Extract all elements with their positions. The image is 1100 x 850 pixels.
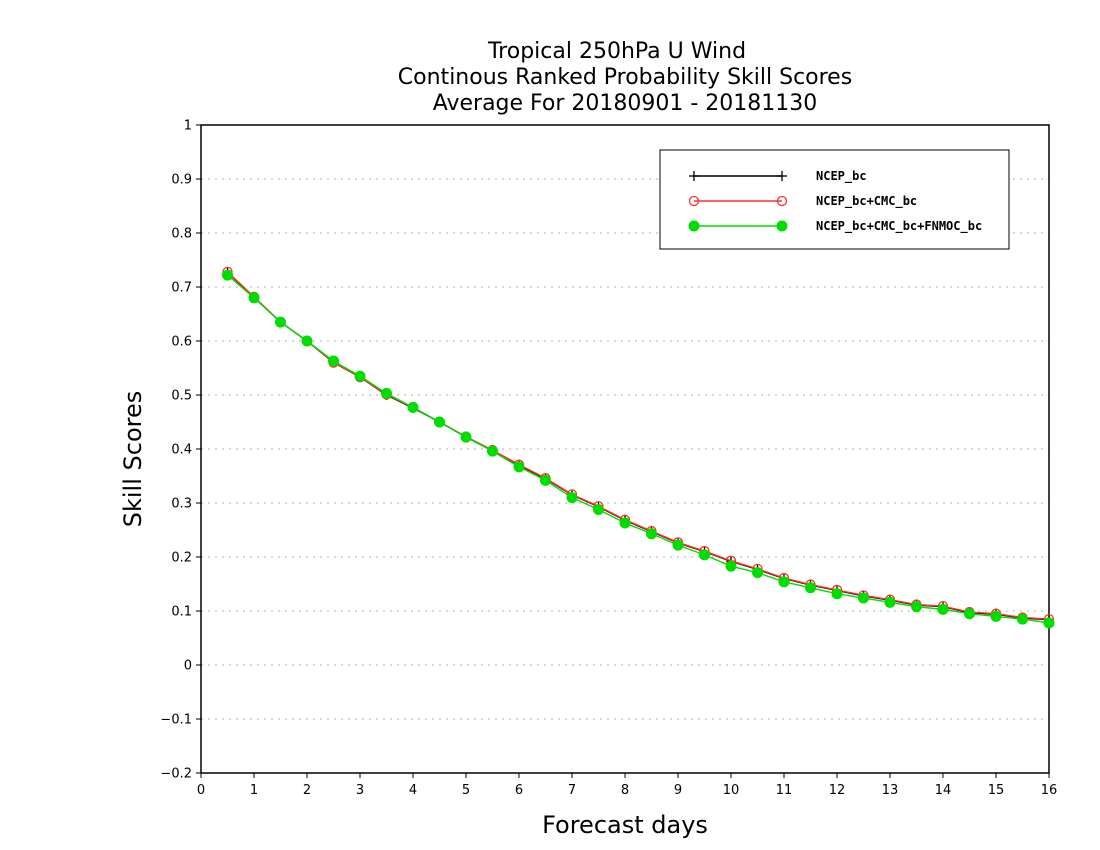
data-point bbox=[301, 335, 313, 347]
data-point bbox=[805, 582, 816, 594]
title-line-2: Continous Ranked Probability Skill Score… bbox=[398, 65, 852, 90]
y-tick-label: 0.7 bbox=[171, 281, 192, 296]
legend-marker bbox=[688, 195, 700, 207]
legend-box bbox=[659, 149, 1010, 250]
y-axis-title: Skill Scores bbox=[119, 391, 147, 528]
title-line-3: Average For 20180901 - 20181130 bbox=[433, 91, 818, 116]
y-tick-label: −0.2 bbox=[160, 767, 192, 782]
data-point bbox=[328, 355, 339, 367]
data-point bbox=[222, 269, 233, 281]
data-point bbox=[434, 416, 445, 428]
series-2 bbox=[222, 266, 1055, 625]
legend: NCEP_bc NCEP_bc+CMC_bc NCEP_bc+CMC_bc+FNMO… bbox=[659, 149, 1010, 250]
y-tick-label: 0 bbox=[184, 659, 192, 674]
data-point bbox=[513, 461, 525, 473]
x-tick-label: 8 bbox=[621, 783, 629, 798]
x-tick-label: 10 bbox=[723, 783, 740, 798]
x-tick-label: 3 bbox=[356, 783, 364, 798]
series-1 bbox=[222, 267, 1054, 625]
data-point bbox=[1017, 613, 1028, 625]
series-line bbox=[227, 271, 1050, 621]
series-line bbox=[227, 271, 1050, 620]
x-tick-label: 16 bbox=[1041, 783, 1058, 798]
legend-item: NCEP_bc+CMC_bc+FNMOC_bc bbox=[688, 219, 982, 234]
plot-area bbox=[222, 266, 1055, 629]
x-tick-label: 15 bbox=[988, 783, 1005, 798]
legend-label: NCEP_bc bbox=[816, 169, 867, 184]
legend-marker bbox=[777, 171, 787, 181]
y-tick-label: 0.9 bbox=[171, 173, 192, 188]
data-point bbox=[911, 601, 922, 613]
data-point bbox=[593, 503, 604, 515]
series-line bbox=[227, 274, 1050, 624]
legend-item: NCEP_bc+CMC_bc bbox=[688, 194, 917, 209]
legend-marker bbox=[776, 195, 788, 207]
data-point bbox=[646, 528, 657, 540]
x-tick-label: 12 bbox=[829, 783, 846, 798]
x-tick-label: 13 bbox=[882, 783, 899, 798]
data-point bbox=[354, 370, 366, 382]
data-point bbox=[699, 549, 710, 561]
x-tick-label: 9 bbox=[674, 783, 682, 798]
x-tick-label: 4 bbox=[409, 783, 417, 798]
data-point bbox=[831, 588, 843, 600]
data-point bbox=[858, 592, 869, 604]
series-3 bbox=[222, 269, 1055, 629]
data-point bbox=[964, 608, 975, 620]
data-point bbox=[672, 539, 684, 551]
data-point bbox=[752, 567, 763, 579]
data-point bbox=[990, 610, 1002, 622]
legend-marker bbox=[688, 220, 700, 232]
data-point bbox=[487, 445, 498, 457]
data-point bbox=[275, 316, 286, 328]
x-tick-label: 11 bbox=[776, 783, 793, 798]
legend-items: NCEP_bc NCEP_bc+CMC_bc NCEP_bc+CMC_bc+FNMO… bbox=[688, 169, 982, 234]
x-tick-label: 0 bbox=[197, 783, 205, 798]
legend-item: NCEP_bc bbox=[689, 169, 867, 184]
data-point bbox=[460, 431, 472, 443]
chart-title: Tropical 250hPa U Wind Continous Ranked … bbox=[398, 39, 852, 116]
y-tick-label: 0.5 bbox=[171, 389, 192, 404]
data-point bbox=[619, 517, 631, 529]
data-point bbox=[540, 474, 551, 486]
data-point bbox=[884, 596, 896, 608]
data-point bbox=[937, 603, 949, 615]
x-tick-label: 5 bbox=[462, 783, 470, 798]
x-tick-label: 2 bbox=[303, 783, 311, 798]
y-tick-label: −0.1 bbox=[160, 713, 192, 728]
x-tick-label: 1 bbox=[250, 783, 258, 798]
title-line-1: Tropical 250hPa U Wind bbox=[487, 39, 746, 64]
data-point bbox=[566, 492, 578, 504]
x-tick-label: 6 bbox=[515, 783, 523, 798]
y-tick-label: 0.6 bbox=[171, 335, 192, 350]
y-tick-label: 0.8 bbox=[171, 227, 192, 242]
data-point bbox=[725, 560, 737, 572]
x-tick-label: 14 bbox=[935, 783, 952, 798]
data-point bbox=[407, 401, 419, 413]
y-tick-label: 0.2 bbox=[171, 551, 192, 566]
y-tick-label: 0.4 bbox=[171, 443, 192, 458]
y-tick-label: 0.1 bbox=[171, 605, 192, 620]
x-tick-label: 7 bbox=[568, 783, 576, 798]
x-axis-title: Forecast days bbox=[542, 811, 708, 839]
x-axis: 0 1 2 3 4 5 6 7 8 9 10 11 12 13 14 15 16 bbox=[197, 773, 1057, 798]
data-point bbox=[248, 292, 260, 304]
data-point bbox=[1043, 617, 1055, 629]
legend-marker bbox=[689, 171, 699, 181]
y-axis: −0.2 −0.1 0 0.1 0.2 0.3 0.4 0.5 0.6 0.7 0.8 0.9 1 bbox=[160, 119, 201, 782]
legend-label: NCEP_bc+CMC_bc bbox=[816, 194, 917, 209]
data-point bbox=[381, 387, 392, 399]
legend-marker bbox=[776, 220, 788, 232]
y-tick-label: 1 bbox=[184, 119, 192, 134]
grid bbox=[201, 178, 1049, 720]
y-tick-label: 0.3 bbox=[171, 497, 192, 512]
data-point bbox=[778, 576, 790, 588]
legend-label: NCEP_bc+CMC_bc+FNMOC_bc bbox=[816, 219, 982, 234]
